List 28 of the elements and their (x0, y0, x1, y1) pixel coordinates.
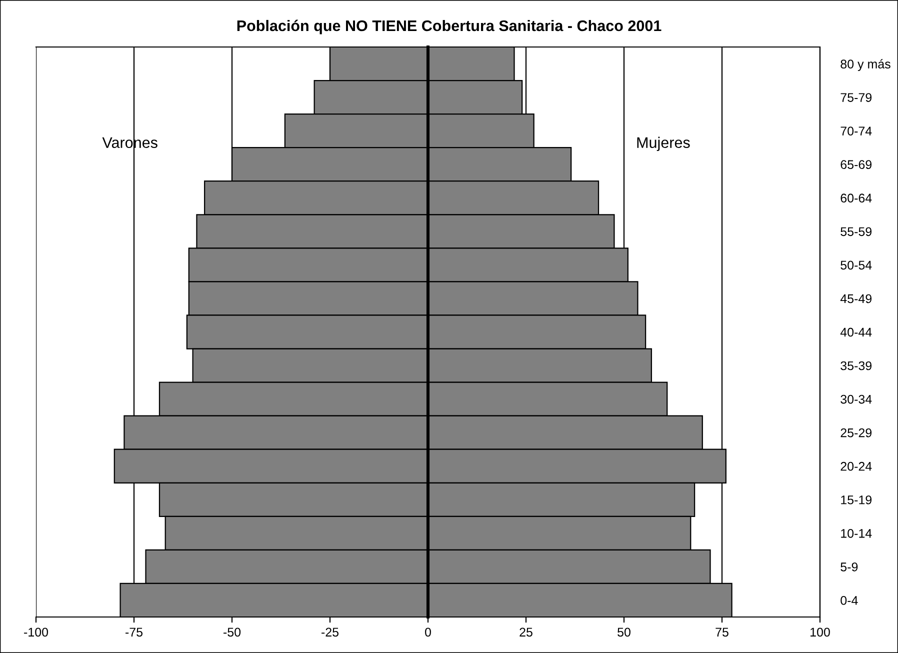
y-tick-label: 40-44 (840, 328, 872, 337)
y-tick-label: 35-39 (840, 361, 872, 370)
annotation: Mujeres (637, 136, 690, 152)
x-tick-label: -75 (126, 628, 143, 637)
y-tick-label: 5-9 (840, 562, 858, 572)
y-tick-label: 25-29 (840, 428, 872, 438)
x-tick-label: 75 (716, 628, 728, 637)
x-tick-label: 25 (520, 628, 532, 637)
y-tick-label: 20-24 (840, 462, 872, 471)
x-tick-label: -25 (322, 628, 339, 637)
y-tick-label: 60-64 (840, 194, 872, 203)
x-tick-label: -50 (224, 628, 241, 637)
y-tick-label: 80 y más (840, 59, 890, 71)
y-tick-label: 15-19 (841, 495, 872, 504)
y-tick-label: 65-69 (840, 160, 872, 170)
y-tick-label: 70-74 (840, 126, 872, 136)
y-tick-label: 75-79 (840, 93, 872, 102)
x-tick-label: 100 (810, 628, 830, 637)
y-tick-label: 10-14 (841, 528, 872, 538)
y-tick-label: 30-34 (840, 394, 872, 404)
y-tick-label: 0-4 (840, 596, 858, 605)
y-tick-label: 55-59 (840, 227, 872, 236)
chart-title: Población que NO TIENE Cobertura Sanitaria - Chaco 2001 (237, 20, 662, 34)
x-tick-label: 50 (618, 628, 630, 637)
y-tick-label: 45-49 (840, 294, 872, 304)
x-tick-label: 0 (425, 628, 431, 637)
y-tick-label: 50-54 (840, 260, 872, 270)
x-tick-label: -100 (24, 628, 48, 637)
